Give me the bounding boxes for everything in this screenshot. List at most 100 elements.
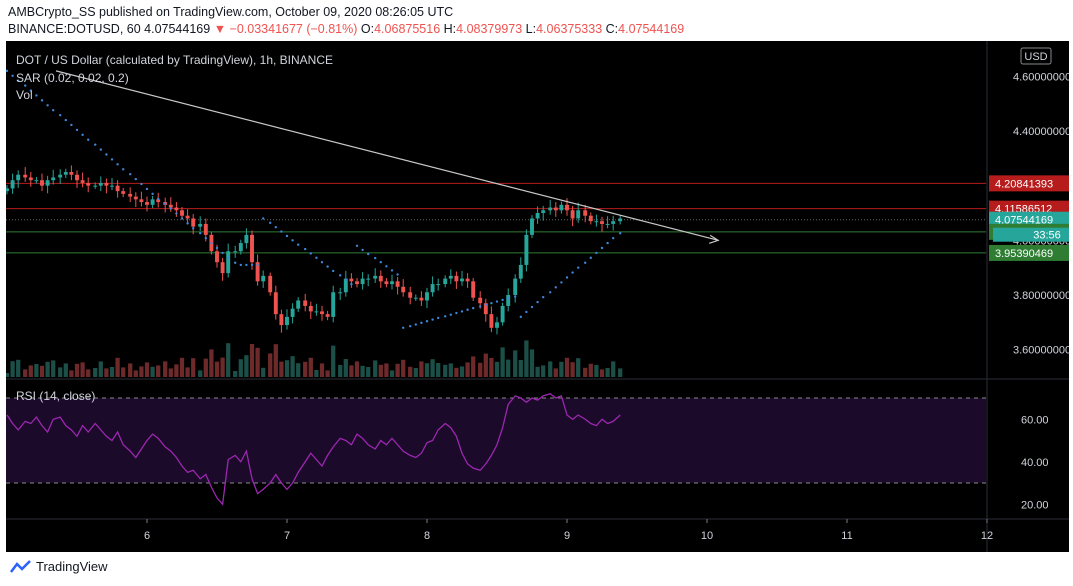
candle-body (401, 286, 406, 293)
volume-bar (109, 367, 115, 377)
sar-dot (472, 306, 475, 310)
sar-dot (180, 217, 184, 220)
sar-dot (262, 217, 265, 220)
volume-bar (16, 359, 21, 377)
candle-body (355, 281, 359, 285)
candle-body (115, 185, 120, 192)
sar-dot (619, 232, 622, 235)
volume-bar (10, 361, 15, 377)
volume-bar (494, 361, 500, 377)
sar-dot (495, 300, 499, 303)
sar-dot (6, 69, 9, 73)
volume-bar (524, 340, 529, 377)
volume-bar (80, 362, 85, 377)
vol-legend: Vol (16, 88, 33, 102)
volume-bar (220, 357, 225, 377)
volume-bar (559, 361, 564, 377)
price-tick-label: 3.80000000 (1013, 290, 1069, 302)
price-label-text: 4.20841393 (995, 178, 1053, 190)
sar-dot (204, 236, 207, 240)
candle-body (69, 172, 74, 175)
candle-body (478, 297, 483, 304)
volume-bar (63, 363, 68, 377)
volume-bar (45, 361, 50, 377)
sar-dot (350, 282, 353, 286)
volume-bar (465, 362, 470, 377)
volume-bar (378, 364, 383, 377)
sar-dot (402, 326, 405, 329)
sar-dot (122, 168, 125, 171)
sar-dot (437, 316, 440, 320)
sar-dot (396, 273, 399, 276)
sar-dot (466, 308, 469, 311)
candle-body (548, 207, 553, 211)
sar-dot (606, 241, 609, 245)
candle-body (384, 281, 389, 285)
time-tick-label: 8 (424, 530, 430, 542)
sar-dot (490, 302, 493, 305)
candle-body (338, 292, 343, 294)
sar-dot (105, 153, 108, 156)
volume-bar (424, 363, 430, 377)
sar-dot (525, 310, 528, 314)
sar-dot (431, 318, 434, 321)
chart-frame[interactable]: 3.600000003.800000004.000000004.20000000… (6, 41, 1069, 552)
low-value: 4.06375333 (536, 22, 603, 36)
volume-bar (261, 367, 266, 377)
rsi-tick-label: 40.00 (1021, 457, 1049, 469)
sar-dot (339, 274, 342, 277)
rsi-band-fill (6, 398, 986, 483)
volume-bar (401, 359, 406, 377)
candle-body (6, 188, 9, 192)
sar-dot (46, 104, 49, 107)
volume-bar (144, 362, 150, 377)
sar-dot (199, 232, 202, 235)
candle-body (185, 215, 190, 219)
candle-body (238, 243, 243, 252)
volume-bar (179, 357, 185, 377)
volume-bar (576, 358, 581, 377)
candle-body (16, 174, 21, 181)
volume-bar (408, 366, 413, 377)
currency-label: USD (1024, 51, 1047, 63)
tradingview-footer[interactable]: TradingView (10, 559, 108, 574)
sar-dot (75, 128, 79, 132)
sar-dot (210, 241, 213, 245)
high-value: 4.08379973 (456, 22, 523, 36)
volume-bar (419, 361, 424, 377)
volume-bar (249, 344, 255, 377)
candle-body (373, 275, 378, 279)
sar-dot (29, 89, 32, 92)
sar-dot (560, 281, 563, 284)
candle-body (436, 284, 441, 286)
sar-dot (285, 234, 289, 238)
candle-body (198, 223, 203, 227)
volume-bar (214, 361, 220, 377)
volume-bar (611, 361, 616, 377)
candle-body (443, 278, 448, 285)
rsi-line (6, 393, 621, 506)
candle-body (600, 221, 604, 224)
countdown-label: 33:56 (1033, 230, 1061, 242)
candle-body (180, 210, 184, 216)
volume-bar (478, 362, 483, 377)
candle-body (51, 177, 56, 181)
sar-dot (326, 265, 329, 268)
volume-bar (366, 367, 371, 377)
rsi-legend: RSI (14, close) (16, 389, 96, 403)
sar-dot (374, 256, 377, 260)
volume-bar (506, 359, 511, 377)
sar-dot (565, 276, 569, 279)
volume-bar (489, 358, 494, 377)
candle-body (425, 292, 429, 301)
sar-dot (280, 230, 283, 233)
price-tick-label: 4.60000000 (1013, 71, 1069, 83)
candle-body (98, 182, 103, 186)
sar-legend: SAR (0.02, 0.02, 0.2) (16, 71, 129, 85)
volume-bar (23, 369, 28, 377)
volume-bar (104, 368, 109, 377)
volume-bar (564, 357, 570, 377)
price-chart[interactable]: 3.600000003.800000004.000000004.20000000… (6, 41, 1069, 552)
volume-bar (255, 347, 260, 377)
volume-bar (163, 361, 168, 377)
